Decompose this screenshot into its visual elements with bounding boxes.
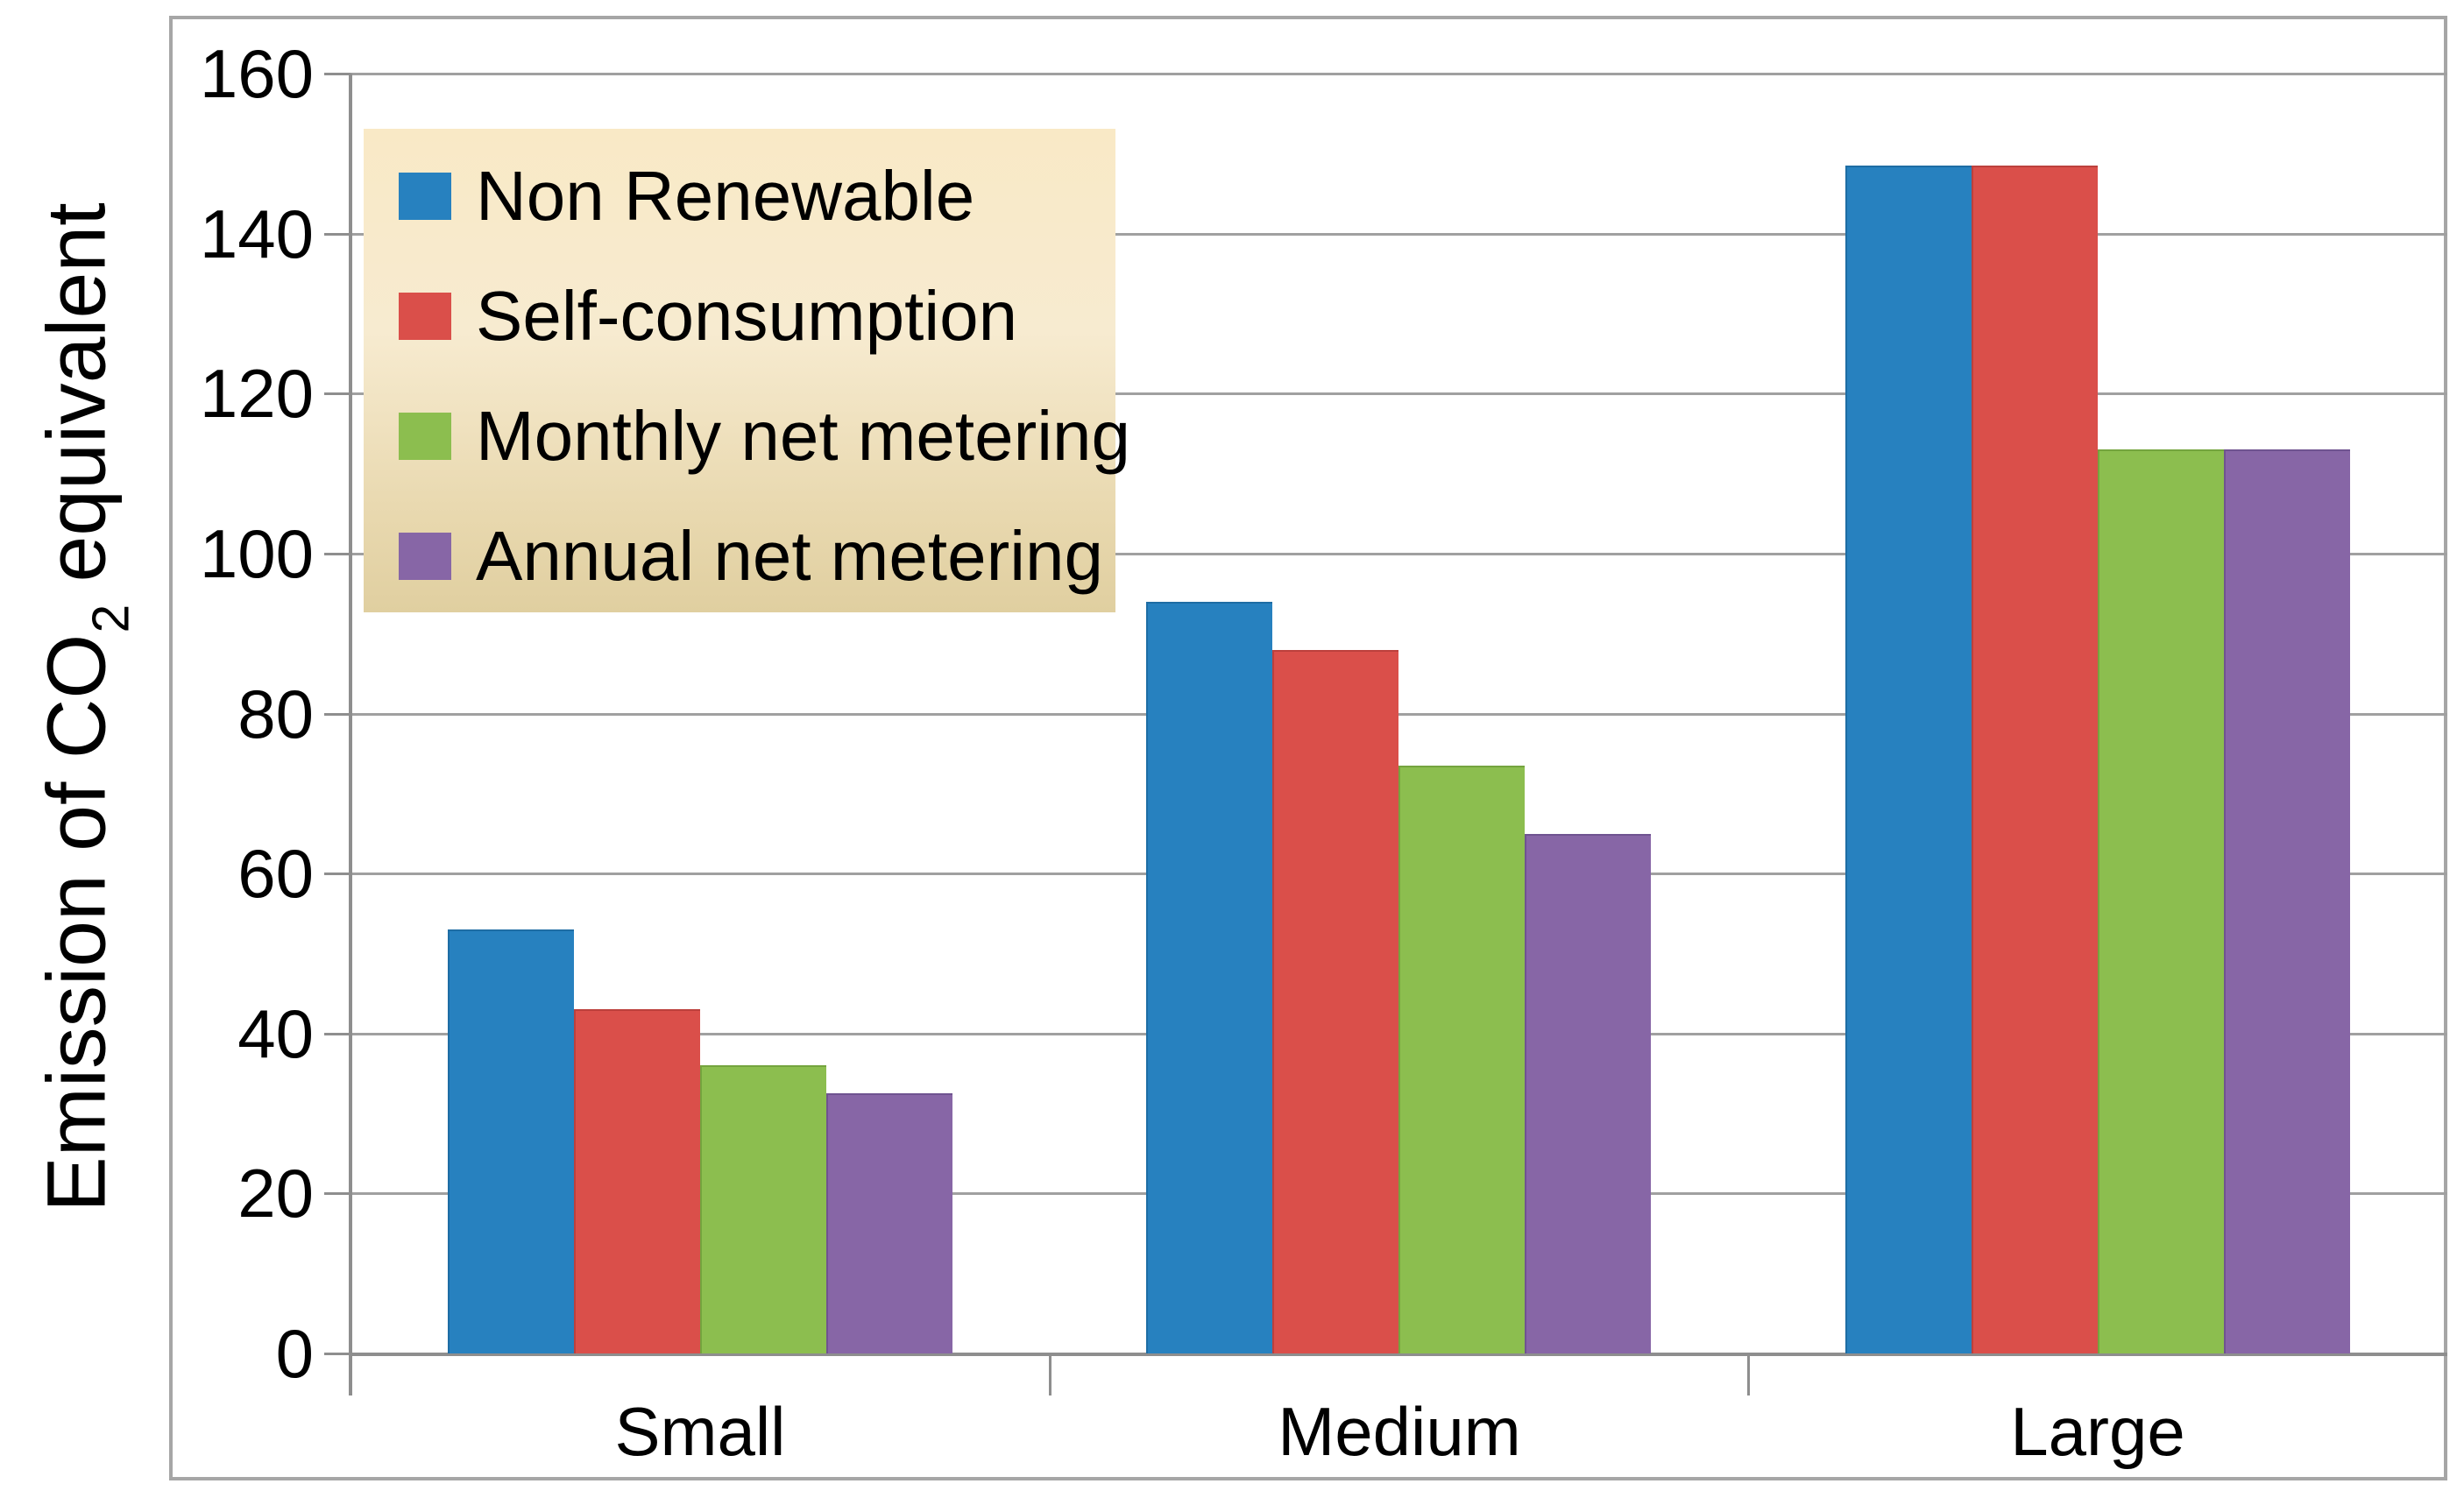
y-axis-tick-140 xyxy=(324,233,350,236)
legend-item-monthly-net-metering: Monthly net metering xyxy=(399,397,1130,476)
x-axis-tick-2 xyxy=(1747,1353,1750,1395)
y-tick-label-20: 20 xyxy=(237,1155,314,1232)
bar-large-non-renewable xyxy=(1845,166,1972,1353)
y-axis-tick-60 xyxy=(324,873,350,875)
y-axis-title: Emission of CO2 equivalent xyxy=(31,138,140,1277)
x-category-label-large: Large xyxy=(2010,1393,2185,1470)
y-axis-tick-80 xyxy=(324,713,350,716)
y-axis-tick-40 xyxy=(324,1033,350,1035)
legend-swatch-icon-monthly-net-metering xyxy=(399,413,451,460)
legend-label-self-consumption: Self-consumption xyxy=(476,277,1018,355)
x-category-label-small: Small xyxy=(614,1393,786,1470)
x-category-label-medium: Medium xyxy=(1278,1393,1521,1470)
y-tick-label-80: 80 xyxy=(237,675,314,752)
legend-swatch-icon-non-renewable xyxy=(399,173,451,220)
y-axis-title-prefix: Emission of CO xyxy=(30,633,124,1212)
bar-small-annual-net-metering xyxy=(826,1093,952,1353)
legend-item-annual-net-metering: Annual net metering xyxy=(399,517,1103,596)
y-tick-label-0: 0 xyxy=(275,1315,314,1392)
bar-small-self-consumption xyxy=(574,1009,700,1353)
y-axis-title-subscript: 2 xyxy=(82,604,140,633)
y-tick-label-120: 120 xyxy=(199,355,314,432)
legend: Non Renewable Self-consumption Monthly net… xyxy=(364,129,1130,612)
y-axis-line xyxy=(349,74,352,1395)
bar-large-self-consumption xyxy=(1972,166,2098,1353)
gridline-120 xyxy=(350,392,2447,395)
y-axis-title-suffix: equivalent xyxy=(30,202,124,605)
legend-item-non-renewable: Non Renewable xyxy=(399,157,974,236)
bar-large-monthly-net-metering xyxy=(2098,449,2224,1353)
y-axis-tick-0 xyxy=(324,1353,350,1355)
y-tick-label-140: 140 xyxy=(199,195,314,272)
bar-small-non-renewable xyxy=(448,929,574,1353)
legend-label-monthly-net-metering: Monthly net metering xyxy=(476,397,1131,475)
y-tick-label-100: 100 xyxy=(199,515,314,592)
bar-small-monthly-net-metering xyxy=(700,1065,826,1353)
y-axis-tick-100 xyxy=(324,553,350,555)
y-tick-label-60: 60 xyxy=(237,835,314,912)
y-axis-tick-160 xyxy=(324,73,350,75)
gridline-100 xyxy=(350,553,2447,555)
bar-medium-self-consumption xyxy=(1272,650,1398,1353)
y-axis-tick-20 xyxy=(324,1192,350,1195)
bar-medium-annual-net-metering xyxy=(1525,834,1651,1353)
legend-label-non-renewable: Non Renewable xyxy=(476,157,975,235)
legend-label-annual-net-metering: Annual net metering xyxy=(476,517,1104,595)
bar-large-annual-net-metering xyxy=(2224,449,2350,1353)
gridline-140 xyxy=(350,233,2447,236)
y-tick-label-40: 40 xyxy=(237,995,314,1072)
bar-medium-monthly-net-metering xyxy=(1398,766,1525,1353)
legend-swatch-icon-self-consumption xyxy=(399,293,451,340)
y-axis-tick-120 xyxy=(324,392,350,395)
y-tick-label-160: 160 xyxy=(199,35,314,112)
legend-item-self-consumption: Self-consumption xyxy=(399,277,1017,356)
bar-medium-non-renewable xyxy=(1146,602,1272,1353)
legend-swatch-icon-annual-net-metering xyxy=(399,533,451,580)
x-axis-tick-1 xyxy=(1049,1353,1051,1395)
gridline-160 xyxy=(350,73,2447,75)
gridline-0 xyxy=(350,1353,2447,1356)
gridline-80 xyxy=(350,713,2447,716)
